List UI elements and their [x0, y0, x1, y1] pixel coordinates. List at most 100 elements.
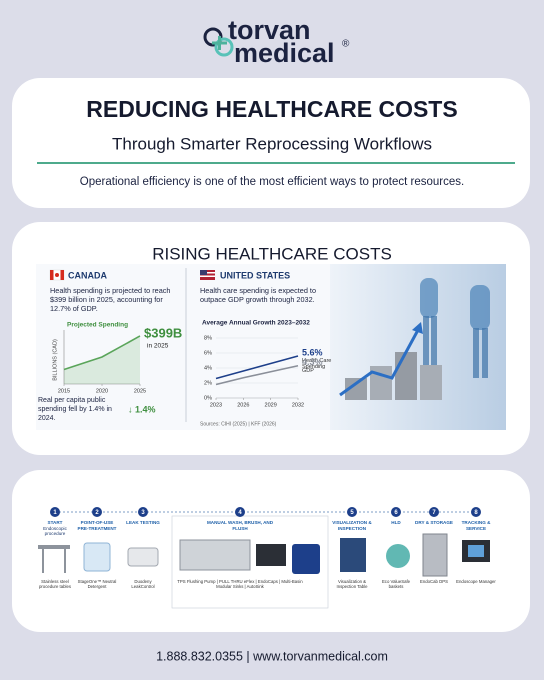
canada-note: Real per capita public spending fell by … — [38, 397, 112, 422]
line — [215, 355, 299, 380]
step-badge — [138, 507, 148, 517]
product — [38, 545, 70, 549]
step-badge — [429, 507, 439, 517]
hero-subtitle: Through Smarter Reprocessing Workflows — [112, 134, 432, 153]
country: CANADA — [68, 270, 107, 280]
product — [42, 549, 44, 573]
x-tick-label: 2020 — [96, 388, 108, 394]
product-label: Visualization & Inspection Table — [336, 579, 368, 590]
step-number: 5 — [350, 510, 354, 516]
step-badge — [235, 507, 245, 517]
callout: $399B — [144, 325, 182, 340]
step-heading: LEAK TESTING — [121, 520, 165, 526]
product — [340, 538, 366, 572]
legend-label: Health Care Spending — [302, 358, 331, 370]
coin-stack — [345, 378, 367, 400]
country: UNITED STATES — [220, 270, 290, 280]
photo-arrow — [412, 322, 423, 334]
end-label: 4.3% — [302, 357, 323, 367]
step-badge — [347, 507, 357, 517]
product — [127, 547, 159, 567]
step-heading: START Endoscopic procedure — [33, 520, 77, 537]
line — [63, 335, 141, 371]
end-label: 5.6% — [302, 347, 323, 357]
y-tick-label: 4% — [204, 365, 212, 371]
photo-figure — [423, 316, 429, 366]
x-tick-label: 2029 — [265, 402, 277, 408]
y-tick-label: 8% — [204, 335, 212, 341]
area — [64, 335, 140, 384]
y-tick-label: 6% — [204, 350, 212, 356]
step-number: 1 — [53, 510, 57, 516]
step-badge — [391, 507, 401, 517]
y-tick-label: 0% — [204, 395, 212, 401]
logo-mark: ® — [342, 39, 350, 50]
photo-figure — [470, 285, 490, 330]
photo-arrow — [339, 329, 420, 397]
flag — [60, 270, 64, 280]
product — [179, 539, 251, 571]
photo-figure — [431, 316, 437, 366]
step-number: 8 — [474, 510, 478, 516]
step-title: MANUAL WASH, BRUSH, AND FLUSH — [206, 520, 274, 531]
flag — [50, 270, 54, 280]
step-badge — [92, 507, 102, 517]
product-label: Duodeny LeakControl — [131, 579, 155, 590]
step-badge — [471, 507, 481, 517]
flag — [200, 270, 215, 280]
chart-title: Average Annual Growth 2023–2032 — [202, 320, 310, 327]
logo-cross — [212, 41, 227, 45]
product-label: TPS Flushing Pump | PULL THRU eFlex | En… — [177, 579, 303, 590]
axis-label: BILLIONS (CAD) — [52, 339, 58, 381]
stat: ↓ 1.4% — [128, 404, 156, 414]
product — [468, 545, 484, 557]
step-heading: DRY & STORAGE — [412, 520, 456, 526]
step-title: VISUALIZATION & INSPECTION — [332, 520, 372, 531]
logo-text: torvan — [228, 15, 311, 45]
product — [386, 544, 410, 568]
costs-title: RISING HEALTHCARE COSTS — [152, 244, 392, 263]
chart-title: Projected Spending — [67, 322, 128, 329]
step-heading: TRACKING & SERVICE — [454, 520, 498, 531]
photo-figure — [473, 328, 479, 378]
step-heading: MANUAL WASH, BRUSH, AND FLUSH — [205, 520, 275, 531]
flag — [200, 272, 215, 274]
coin-stack — [395, 352, 417, 400]
step-heading: HLD — [374, 520, 418, 526]
x-tick-label: 2025 — [134, 388, 146, 394]
product — [64, 549, 66, 573]
footer: 1.888.832.0355 | www.torvanmedical.com — [156, 649, 388, 663]
flag — [55, 273, 59, 277]
step-title: LEAK TESTING — [126, 520, 160, 525]
hero-card — [12, 78, 530, 208]
flag — [200, 275, 215, 277]
step-heading: VISUALIZATION & INSPECTION — [330, 520, 374, 531]
product — [83, 542, 111, 572]
step-heading: POINT-OF-USE PRE-TREATMENT — [75, 520, 119, 531]
x-tick-label: 2023 — [210, 402, 222, 408]
x-tick-label: 2026 — [237, 402, 249, 408]
product-label: Eco ValueSafe baskets — [381, 579, 411, 590]
product-label: EndoCab DPS — [420, 579, 448, 584]
product-label: Endoscope Manager — [456, 579, 496, 584]
step-title: DRY & STORAGE — [415, 520, 453, 525]
hero-tagline: Operational efficiency is one of the mos… — [80, 176, 464, 188]
product-label: Stainless steel procedure tables — [38, 579, 71, 590]
flag — [200, 270, 207, 275]
step-title: TRACKING & SERVICE — [461, 520, 491, 531]
sources: Sources: CIHI (2025) | KFF (2026) — [200, 421, 277, 427]
product — [256, 544, 286, 566]
product — [292, 544, 320, 574]
step-number: 3 — [141, 510, 145, 516]
step-frame — [171, 515, 329, 609]
y-tick-label: 2% — [204, 380, 212, 386]
photo-figure — [420, 278, 438, 318]
step-title: HLD — [391, 520, 401, 525]
canada-text: Health spending is projected to reach $3… — [50, 286, 171, 314]
us-text: Health care spending is expected to outp… — [200, 286, 317, 305]
hero-title: REDUCING HEALTHCARE COSTS — [86, 96, 457, 122]
step-title: POINT-OF-USE PRE-TREATMENT — [77, 520, 117, 531]
product — [422, 533, 448, 577]
